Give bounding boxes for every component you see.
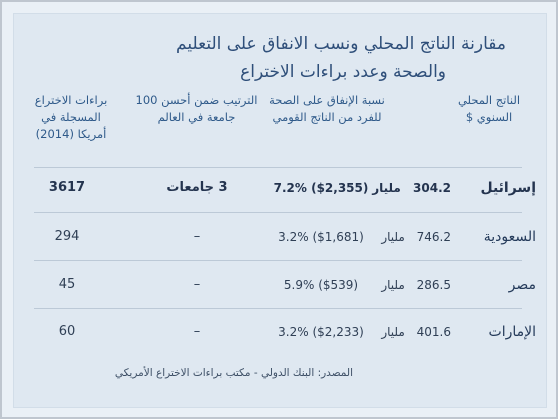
divider-row [34, 308, 522, 309]
header-gdp: الناتج المحلي السنوي $ [444, 92, 534, 126]
header-patents-line-3: أمريكا (2014) [35, 127, 107, 141]
gdp-number: 286.5 [416, 278, 451, 292]
divider-header [34, 167, 522, 168]
university-rank: 3 جامعات [166, 180, 228, 195]
country-name: إسرائيل [480, 180, 536, 196]
gdp-unit: مليار [372, 181, 401, 195]
gdp-value: 746.2 مليار [381, 217, 451, 257]
table-row: مصر 286.5 مليار 5.9% ($539) – 45 [14, 265, 546, 305]
health-spending: 7.2% ($2,355) [273, 181, 369, 195]
header-health-line-2: للفرد من الناتج القومي [272, 110, 382, 124]
gdp-number: 401.6 [416, 325, 451, 339]
university-rank: – [193, 277, 201, 292]
patent-count: 60 [58, 324, 76, 339]
health-spending: 3.2% ($1,681) [278, 230, 364, 244]
patent-count: 294 [54, 229, 80, 244]
header-patents: براءات الاختراع المسجلة في أمريكا (2014) [26, 92, 116, 143]
university-rank: – [193, 324, 201, 339]
health-spending: 3.2% ($2,233) [278, 325, 364, 339]
table-row: السعودية 746.2 مليار 3.2% ($1,681) – 294 [14, 217, 546, 257]
title-line-1: مقارنة الناتج المحلي ونسب الانفاق على ال… [176, 34, 506, 54]
divider-row [34, 212, 522, 213]
gdp-number: 304.2 [413, 181, 451, 195]
title-line-2: والصحة وعدد براءات الاختراع [240, 62, 446, 82]
gdp-unit: مليار [381, 230, 405, 244]
infographic-panel: مقارنة الناتج المحلي ونسب الانفاق على ال… [13, 13, 547, 408]
patent-count: 45 [58, 277, 76, 292]
table-row: الإمارات 401.6 مليار 3.2% ($2,233) – 60 [14, 312, 546, 352]
header-patents-line-2: المسجلة في [41, 110, 101, 124]
country-name: مصر [508, 277, 536, 293]
gdp-unit: مليار [381, 325, 405, 339]
gdp-value: 401.6 مليار [381, 312, 451, 352]
header-rank-line-2: جامعة في العالم [157, 110, 236, 124]
table-row: إسرائيل 304.2 مليار 7.2% ($2,355) 3 جامع… [14, 168, 546, 208]
header-gdp-line-1: الناتج المحلي [457, 93, 521, 107]
country-name: الإمارات [488, 324, 536, 340]
university-rank: – [193, 229, 201, 244]
divider-row [34, 260, 522, 261]
gdp-unit: مليار [381, 278, 405, 292]
header-patents-line-1: براءات الاختراع [34, 93, 108, 107]
gdp-value: 286.5 مليار [381, 265, 451, 305]
health-spending: 5.9% ($539) [283, 278, 359, 292]
header-gdp-line-2: السنوي $ [465, 110, 513, 124]
header-rank-line-1: الترتيب ضمن أحسن 100 [135, 93, 258, 107]
source-note: المصدر: البنك الدولي - مكتب براءات الاخت… [114, 367, 353, 379]
patent-count: 3617 [48, 180, 86, 195]
country-name: السعودية [483, 229, 536, 245]
gdp-number: 746.2 [416, 230, 451, 244]
header-rank: الترتيب ضمن أحسن 100 جامعة في العالم [134, 92, 259, 126]
header-health-line-1: نسبة الإنفاق على الصحة [269, 93, 385, 107]
gdp-value: 304.2 مليار [372, 168, 451, 208]
infographic-title: مقارنة الناتج المحلي ونسب الانفاق على ال… [46, 30, 506, 86]
header-health: نسبة الإنفاق على الصحة للفرد من الناتج ا… [262, 92, 392, 126]
